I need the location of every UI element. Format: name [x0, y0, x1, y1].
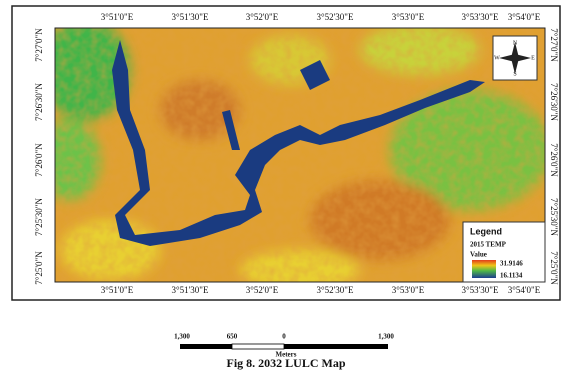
- scale-label: 0: [282, 333, 286, 341]
- top-lon-label: 3°51'30"E: [172, 12, 209, 22]
- legend-high: 31.9146: [500, 260, 523, 268]
- compass-e: E: [531, 55, 535, 61]
- right-lat-label: 7°26'0"N: [549, 143, 559, 177]
- compass-w: W: [494, 55, 500, 61]
- bottom-lon-label: 3°53'0"E: [392, 285, 425, 295]
- left-lat-label: 7°26'30"N: [34, 83, 44, 121]
- left-lat-label: 7°25'0"N: [34, 251, 44, 285]
- compass-n: N: [513, 40, 518, 46]
- map-neatline: [54, 27, 546, 283]
- raster: [55, 28, 545, 282]
- bottom-lon-label: 3°52'0"E: [246, 285, 279, 295]
- compass-s: S: [513, 71, 516, 77]
- top-lon-label: 3°52'30"E: [317, 12, 354, 22]
- scale-label: 650: [227, 333, 238, 341]
- left-lat-label: 7°25'30"N: [34, 198, 44, 236]
- left-lat-label: 7°26'0"N: [34, 143, 44, 177]
- bottom-lon-label: 3°54'0"E: [508, 285, 541, 295]
- top-lon-label: 3°54'0"E: [508, 12, 541, 22]
- scale-label: 1,300: [378, 333, 394, 341]
- legend-title: Legend: [470, 226, 502, 236]
- left-lat-label: 7°27'0"N: [34, 28, 44, 62]
- bottom-lon-label: 3°51'30"E: [172, 285, 209, 295]
- top-lon-label: 3°53'30"E: [462, 12, 499, 22]
- top-lon-label: 3°51'0"E: [101, 12, 134, 22]
- scale-seg: [180, 344, 232, 349]
- scale-label: 1,300: [174, 333, 190, 341]
- right-lat-label: 7°25'30"N: [549, 198, 559, 236]
- scale-seg: [284, 344, 388, 349]
- legend: Legend 2015 TEMP Value 31.9146 16.1134: [462, 221, 546, 283]
- bottom-lon-label: 3°51'0"E: [101, 285, 134, 295]
- legend-ramp: [472, 260, 496, 278]
- legend-layer: 2015 TEMP: [470, 241, 507, 249]
- scale-seg: [231, 343, 285, 350]
- legend-field: Value: [470, 251, 487, 259]
- scale-unit: Meters: [276, 351, 297, 359]
- bottom-lon-label: 3°53'30"E: [462, 285, 499, 295]
- legend-low: 16.1134: [500, 272, 523, 280]
- scale-bar: Meters: [180, 343, 388, 359]
- bottom-lon-label: 3°52'30"E: [317, 285, 354, 295]
- compass-rose: [499, 42, 531, 74]
- right-lat-label: 7°26'30"N: [549, 83, 559, 121]
- top-lon-label: 3°53'0"E: [392, 12, 425, 22]
- right-lat-label: 7°25'0"N: [549, 251, 559, 285]
- figure-caption: Fig 8. 2032 LULC Map: [226, 356, 345, 370]
- right-lat-label: 7°27'0"N: [549, 28, 559, 62]
- top-lon-label: 3°52'0"E: [246, 12, 279, 22]
- north-arrow: N S E W: [492, 35, 538, 81]
